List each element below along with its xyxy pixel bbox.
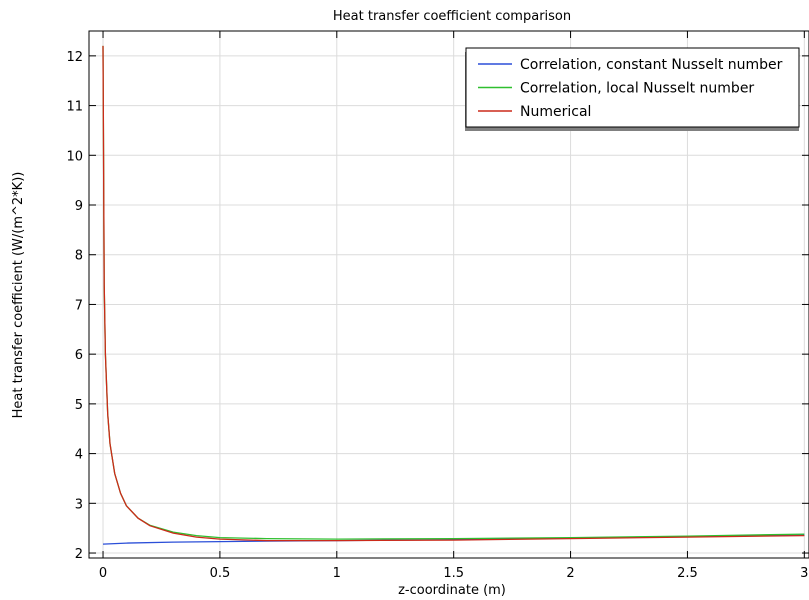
- y-tick-label: 5: [75, 398, 83, 413]
- x-tick-label: 1.5: [443, 566, 464, 581]
- legend-label-3: Numerical: [520, 104, 591, 120]
- plot-frame: [88, 30, 809, 559]
- x-tick-label: 2: [566, 566, 574, 581]
- plot-lines: [102, 45, 805, 545]
- x-tick-label: 0: [99, 566, 107, 581]
- x-tick-label: 0.5: [210, 566, 231, 581]
- y-tick-label: 8: [75, 249, 83, 264]
- y-tick-label: 4: [75, 448, 83, 463]
- x-axis-label: z-coordinate (m): [398, 583, 506, 598]
- y-tick-label: 3: [75, 497, 83, 512]
- x-tick-label: 1: [333, 566, 341, 581]
- y-tick-label: 12: [66, 50, 83, 65]
- y-tick-label: 6: [75, 348, 83, 363]
- y-tick-label: 11: [66, 100, 83, 115]
- y-tick-label: 7: [75, 298, 83, 313]
- y-axis: 2 3 4 5 6 7 8 9 10 11 12: [66, 50, 809, 562]
- y-axis-label: Heat transfer coefficient (W/(m^2*K)): [11, 172, 26, 419]
- legend-label-1: Correlation, constant Nusselt number: [520, 57, 783, 73]
- legend-box: [465, 47, 800, 128]
- legend-label-2: Correlation, local Nusselt number: [520, 81, 754, 97]
- y-tick-label: 9: [75, 199, 83, 214]
- y-tick-label: 10: [66, 149, 83, 164]
- x-tick-label: 3: [800, 566, 808, 581]
- x-tick-label: 2.5: [677, 566, 698, 581]
- chart-title: Heat transfer coefficient comparison: [333, 9, 571, 24]
- x-axis: 0 0.5 1 1.5 2 2.5 3: [99, 31, 808, 581]
- y-tick-label: 2: [75, 547, 83, 562]
- legend: Correlation, constant Nusselt number Corr…: [465, 47, 800, 131]
- series-line-3: [102, 45, 805, 542]
